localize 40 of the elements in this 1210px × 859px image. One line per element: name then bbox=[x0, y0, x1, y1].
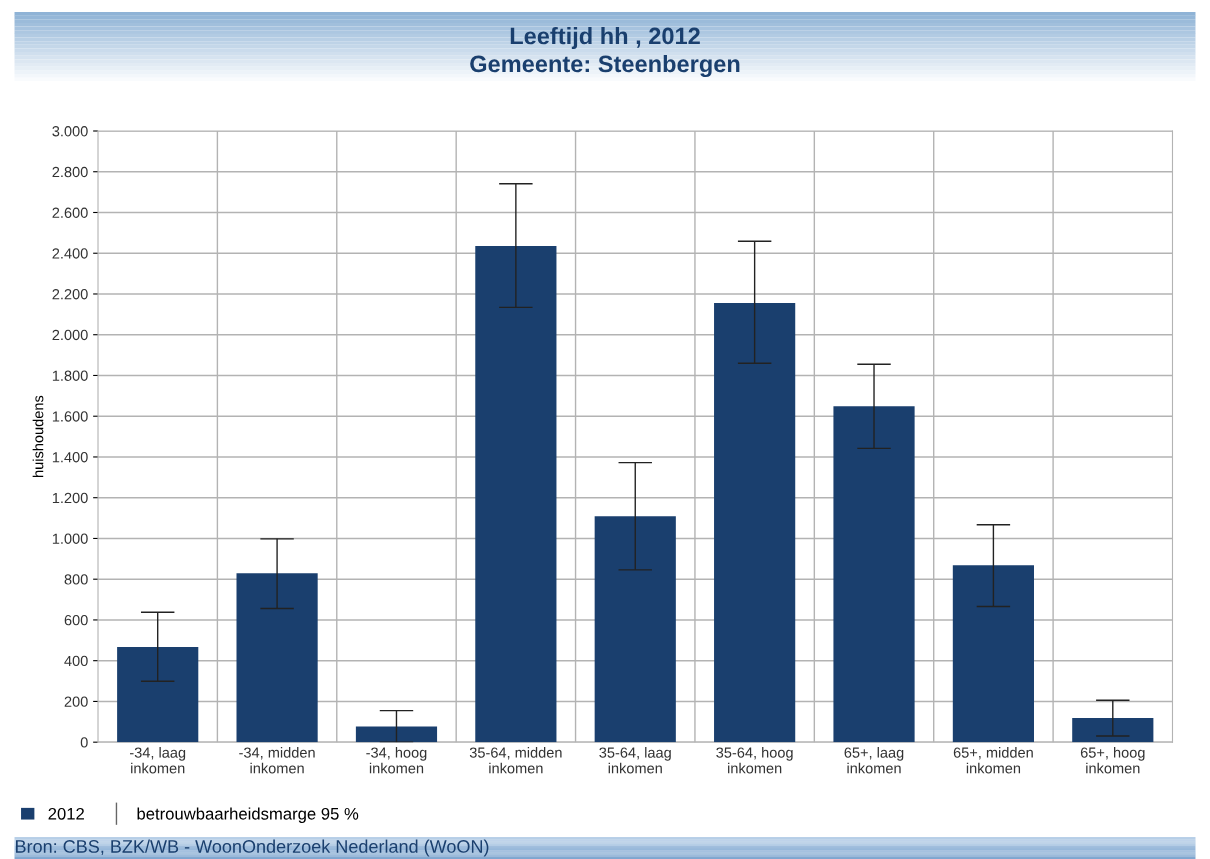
y-tick-label: 2.200 bbox=[52, 289, 88, 300]
y-axis-title: huishoudens bbox=[32, 395, 44, 477]
bar bbox=[117, 647, 199, 743]
y-tick-label: 1.600 bbox=[52, 411, 88, 422]
bar bbox=[833, 406, 915, 743]
y-tick-label: 3.000 bbox=[52, 126, 88, 137]
legend-label: 2012 bbox=[48, 807, 84, 820]
y-tick-label: 800 bbox=[64, 574, 88, 585]
y-tick-label: 1.200 bbox=[52, 492, 88, 504]
bar bbox=[952, 565, 1034, 743]
bar bbox=[355, 726, 438, 743]
x-tick-label: 35-64, hoog inkomen bbox=[716, 747, 793, 774]
x-tick-label: 65+, hoog inkomen bbox=[1080, 747, 1145, 774]
y-tick-label: 0 bbox=[80, 737, 88, 748]
y-tick-label: 200 bbox=[64, 696, 88, 707]
x-tick-label: -34, midden inkomen bbox=[239, 747, 315, 774]
text: Bron: CBS, BZK/WB - WoonOnderzoek Nederland (WoON) bbox=[16, 839, 489, 857]
y-tick-label: 600 bbox=[64, 615, 88, 626]
x-tick-label: 35-64, midden inkomen bbox=[469, 747, 562, 774]
y-tick-label: 1.800 bbox=[52, 370, 88, 381]
y-tick-label: 2.000 bbox=[52, 329, 88, 341]
bar bbox=[475, 245, 557, 743]
chart-title: Leeftijd hh , 2012 bbox=[510, 27, 700, 50]
x-tick-label: -34, hoog inkomen bbox=[366, 747, 427, 774]
bar bbox=[1072, 717, 1154, 743]
chart-subtitle: Gemeente: Steenbergen bbox=[470, 54, 740, 78]
bar bbox=[714, 302, 796, 743]
bar bbox=[236, 573, 318, 743]
x-tick-label: -34, laag inkomen bbox=[129, 747, 186, 774]
y-tick-label: 400 bbox=[64, 655, 88, 667]
x-tick-label: 35-64, laag inkomen bbox=[599, 747, 671, 774]
y-tick-label: 2.800 bbox=[52, 166, 88, 178]
x-tick-label: 65+, laag inkomen bbox=[844, 747, 904, 774]
text: betrouwbaarheidsmarge 95 % bbox=[137, 807, 359, 823]
y-tick-label: 1.000 bbox=[52, 533, 88, 544]
x-tick-label: 65+, midden inkomen bbox=[953, 747, 1033, 774]
bar bbox=[594, 516, 676, 743]
y-tick-label: 1.400 bbox=[52, 452, 88, 463]
y-tick-label: 2.400 bbox=[52, 248, 88, 259]
y-tick-label: 2.600 bbox=[52, 207, 88, 218]
